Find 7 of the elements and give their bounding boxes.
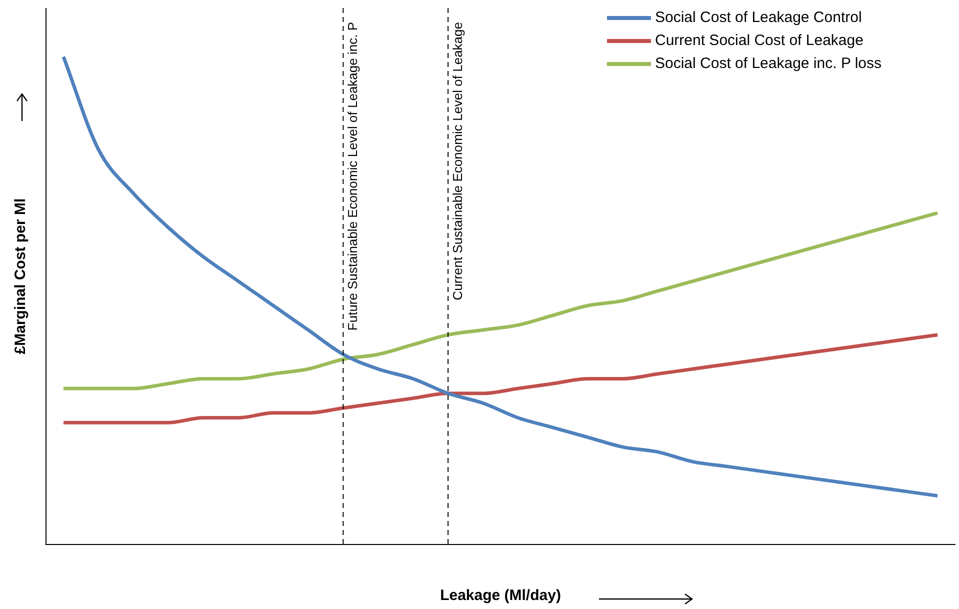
- legend-label: Social Cost of Leakage inc. P loss: [655, 55, 882, 72]
- annotation: Current Sustainable Economic Level of Leakage: [450, 22, 466, 300]
- legend-label: Current Social Cost of Leakage: [655, 32, 864, 50]
- y-axis-title: £Marginal Cost per Ml: [12, 198, 30, 354]
- annotation: Future Sustainable Economic Level of Leakage inc. P: [345, 22, 360, 331]
- x-axis-title: Leakage (Ml/day): [440, 587, 561, 604]
- legend-label: Social Cost of Leakage Control: [655, 9, 862, 26]
